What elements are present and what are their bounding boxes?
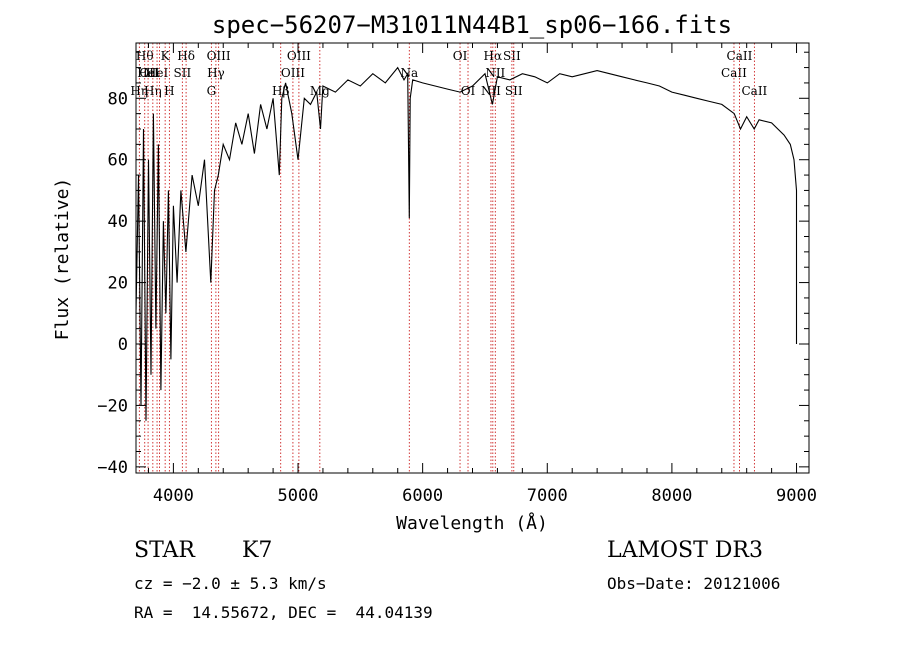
- spectral-line-label: H: [164, 84, 174, 98]
- x-axis-label: Wavelength (Å): [396, 512, 548, 534]
- x-tick-label: 7000: [527, 486, 568, 506]
- spectral-line-label: CaII: [721, 66, 747, 80]
- spectral-line-label: SII: [503, 49, 521, 63]
- spectral-line-label: OI: [461, 84, 476, 98]
- y-tick-label: 20: [108, 274, 128, 294]
- spectral-line-label: Mg: [310, 84, 330, 98]
- spectral-line-label: Hβ: [272, 84, 289, 98]
- spectral-line-label: Hγ: [207, 66, 225, 80]
- y-tick-label: 0: [118, 335, 128, 355]
- object-subclass: K7: [242, 538, 273, 563]
- spectral-line-label: Hθ: [136, 49, 154, 63]
- y-tick-label: 60: [108, 151, 128, 171]
- spectral-line-label: Hη: [144, 84, 162, 98]
- spectral-line-label: OIII: [207, 49, 231, 63]
- spectral-line-label: OIII: [287, 49, 311, 63]
- spectral-line-label: Hα: [484, 49, 503, 63]
- spectral-line-label: HeI: [137, 66, 160, 80]
- chart-title: spec−56207−M31011N44B1_sp06−166.fits: [212, 11, 732, 39]
- y-axis-label: Flux (relative): [52, 178, 73, 341]
- x-tick-label: 8000: [651, 486, 692, 506]
- redshift-velocity: cz = −2.0 ± 5.3 km/s: [134, 574, 327, 593]
- x-tick-label: 6000: [402, 486, 443, 506]
- x-tick-label: 4000: [153, 486, 194, 506]
- object-class: STAR: [134, 538, 195, 563]
- y-axis: −40 −20 0 20 40 60 80: [97, 51, 809, 478]
- spectral-line-label: CaII: [741, 84, 767, 98]
- x-tick-label: 5000: [278, 486, 319, 506]
- spectral-line-label: SII: [505, 84, 523, 98]
- spectral-line-label: Na: [400, 66, 418, 80]
- spectral-line-label: HeI: [146, 66, 169, 80]
- x-axis: 4000 5000 6000 7000 8000 9000: [147, 43, 817, 506]
- spectral-line-label: OI: [453, 49, 468, 63]
- spectrum-series-line: [135, 66, 798, 421]
- spectral-line-label: G: [207, 84, 217, 98]
- observation-date: Obs−Date: 20121006: [607, 574, 781, 593]
- y-tick-label: −20: [97, 396, 128, 416]
- x-tick-label: 9000: [776, 486, 817, 506]
- spectral-line-label: NII: [485, 66, 505, 80]
- spectral-line-label: Hη: [130, 84, 148, 98]
- y-tick-label: 80: [108, 89, 128, 109]
- spectral-line-markers: OIIHθHηHηHeIHeIKHSIIHδGHγOIIIHβOIIIOIIIM…: [130, 43, 768, 473]
- y-tick-label: −40: [97, 458, 128, 478]
- spectral-line-label: SII: [174, 66, 192, 80]
- coordinates: RA = 14.55672, DEC = 44.04139: [134, 603, 433, 622]
- spectral-line-label: CaII: [727, 49, 753, 63]
- survey-name: LAMOST DR3: [607, 538, 763, 563]
- plot-frame: [135, 42, 810, 474]
- spectral-line-label: OII: [139, 66, 159, 80]
- spectral-line-label: K: [161, 49, 171, 63]
- spectral-line-label: OIII: [281, 66, 305, 80]
- spectral-line-label: Hδ: [177, 49, 195, 63]
- y-tick-label: 40: [108, 212, 128, 232]
- spectral-line-label: NII: [481, 84, 501, 98]
